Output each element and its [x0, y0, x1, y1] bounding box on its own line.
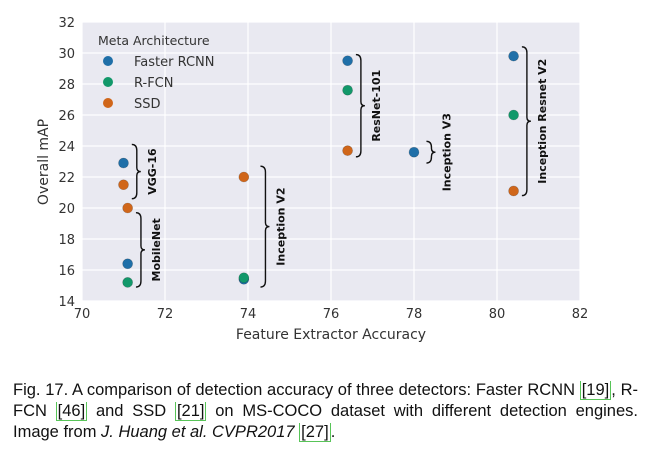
y-tick-label: 18: [58, 233, 75, 248]
legend: Meta Architecture Faster RCNN R-FCN SSD: [98, 33, 215, 112]
caption-text: on MS-COCO dataset with different detect…: [13, 402, 638, 441]
citation-link[interactable]: [27]: [299, 423, 331, 442]
y-tick-label: 26: [58, 109, 75, 124]
data-point-r-fcn: [508, 109, 519, 121]
y-tick-label: 14: [58, 295, 75, 310]
caption-text: .: [330, 423, 336, 441]
caption-text: , R-FCN: [13, 381, 638, 420]
data-point-ssd: [342, 145, 353, 156]
bracket-resnet-101: [355, 53, 365, 158]
bracket-inception-v3: [426, 140, 436, 164]
scatter-chart: 70 72 74 76 78 80 82 14 16 18 20 22 24 26 28 30 32 VGG-…: [36, 16, 589, 343]
data-point-ssd: [238, 171, 250, 183]
y-tick-labels: 14 16 18 20 22 24 26 28 30 32: [58, 16, 75, 310]
legend-label-ssd: SSD: [134, 97, 161, 112]
x-tick-label: 70: [74, 307, 91, 322]
data-point-ssd: [508, 185, 519, 197]
x-tick-label: 76: [323, 307, 340, 322]
x-tick-label: 72: [157, 307, 174, 322]
y-tick-label: 16: [58, 264, 75, 279]
x-tick-label: 78: [406, 307, 423, 322]
legend-label-r-fcn: R-FCN: [134, 76, 173, 91]
data-point-ssd: [122, 202, 133, 214]
x-axis-label: Feature Extractor Accuracy: [236, 327, 426, 343]
bracket-inception-v2: [260, 165, 270, 288]
citation-link[interactable]: [21]: [174, 402, 207, 421]
x-tick-label: 74: [240, 307, 257, 322]
annotations: VGG-16 MobileNet Inception V2 ResNet-101 Inc…: [131, 46, 549, 288]
figure-caption: Fig. 17. A comparison of detection accur…: [13, 380, 638, 443]
legend-marker-r-fcn: [103, 77, 113, 87]
bracket-mobilenet: [135, 211, 145, 288]
x-tick-labels: 70 72 74 76 78 80 82: [74, 307, 589, 322]
x-tick-label: 82: [572, 307, 589, 322]
y-tick-label: 30: [58, 47, 75, 62]
data-points: [118, 50, 519, 288]
annotation-label: ResNet-101: [370, 70, 383, 142]
data-point-r-fcn: [122, 277, 133, 288]
data-point-r-fcn: [342, 84, 353, 96]
data-point-r-fcn: [238, 272, 250, 284]
y-tick-label: 22: [58, 171, 75, 186]
annotation-label: Inception V3: [440, 113, 453, 191]
y-axis-label: Overall mAP: [36, 119, 52, 205]
annotation-label: Inception Resnet V2: [536, 59, 549, 184]
annotation-label: MobileNet: [150, 218, 163, 281]
y-tick-label: 28: [58, 78, 75, 93]
caption-text: and SSD: [87, 402, 175, 420]
y-tick-label: 24: [58, 140, 75, 155]
legend-label-faster-rcnn: Faster RCNN: [134, 55, 215, 70]
annotation-label: VGG-16: [146, 148, 159, 195]
grid-lines: [81, 21, 581, 302]
data-point-ssd: [118, 179, 129, 191]
data-point-faster-rcnn: [122, 258, 133, 270]
legend-marker-ssd: [103, 98, 113, 108]
x-tick-label: 80: [489, 307, 506, 322]
data-point-faster-rcnn: [408, 146, 420, 158]
legend-marker-faster-rcnn: [103, 56, 113, 66]
y-tick-label: 20: [58, 202, 75, 217]
data-point-faster-rcnn: [342, 55, 353, 67]
legend-title: Meta Architecture: [98, 33, 210, 48]
bracket-inception-resnet-v2: [521, 46, 531, 197]
citation-link[interactable]: [19]: [579, 381, 612, 400]
data-point-faster-rcnn: [118, 157, 129, 169]
annotation-label: Inception V2: [274, 187, 287, 265]
caption-text: Fig. 17. A comparison of detection accur…: [13, 381, 580, 399]
data-point-faster-rcnn: [508, 50, 519, 62]
citation-link[interactable]: [46]: [55, 402, 88, 421]
bracket-vgg-16: [131, 143, 141, 200]
y-tick-label: 32: [58, 16, 75, 31]
caption-italic-source: J. Huang et al. CVPR2017: [101, 423, 295, 441]
